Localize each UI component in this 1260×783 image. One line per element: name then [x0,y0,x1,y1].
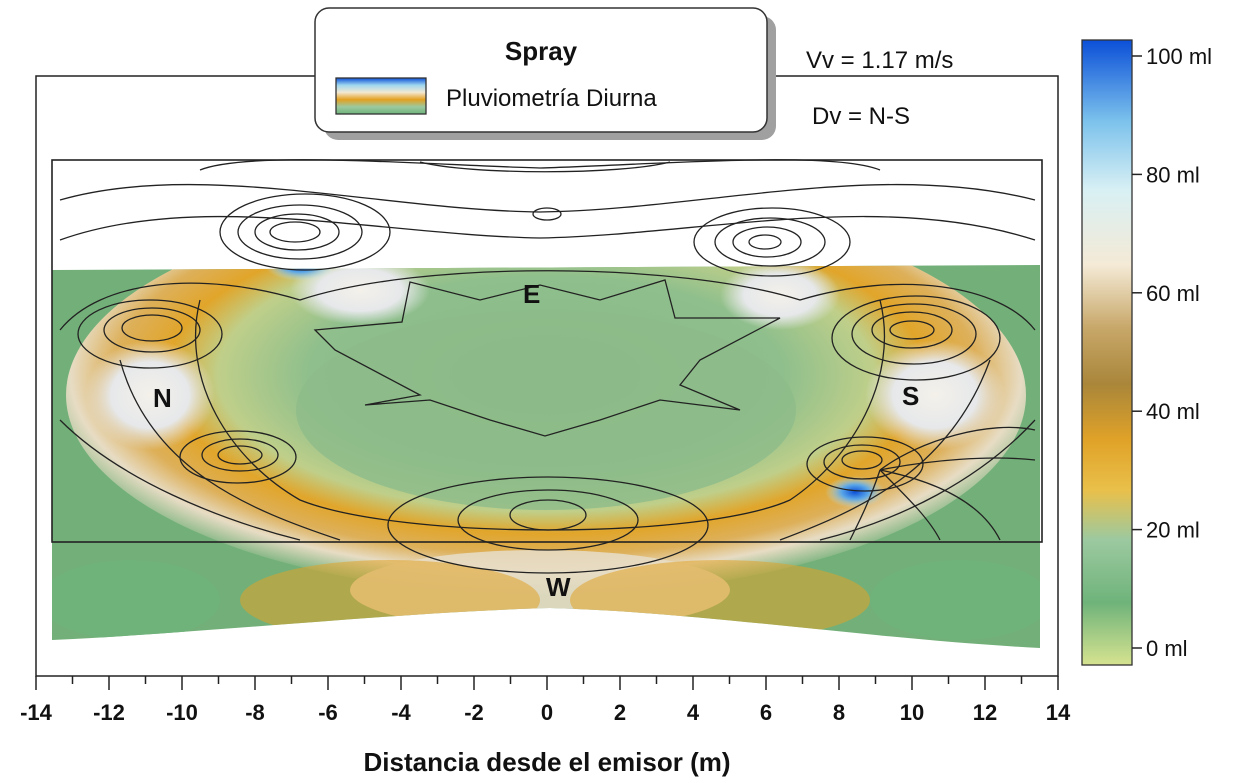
wind-speed-label: Vv = 1.17 m/s [806,47,953,74]
x-tick-label: -8 [245,700,265,725]
x-axis: -14 -12 -10 -8 -6 -4 -2 0 2 4 6 8 10 12 14 [20,676,1071,725]
wind-direction-label: Dv = N-S [812,103,910,130]
x-tick-label: 14 [1046,700,1071,725]
direction-label-w: W [546,572,571,602]
legend-entry-label: Pluviometría Diurna [446,85,657,112]
x-tick-label: 10 [900,700,924,725]
legend: Spray Pluviometría Diurna [314,7,776,140]
colorbar-gradient [1081,39,1133,666]
x-tick-label: 12 [973,700,997,725]
legend-title: Spray [505,36,578,66]
x-tick-label: -4 [391,700,411,725]
legend-swatch [335,77,427,115]
x-tick-label: -10 [166,700,198,725]
x-tick-label: 0 [541,700,553,725]
colorbar-tick-label: 80 ml [1146,162,1200,187]
x-tick-label: 2 [614,700,626,725]
direction-label-n: N [153,383,172,413]
contour-lines [59,159,1036,574]
x-tick-label: -2 [464,700,484,725]
colorbar: 100 ml 80 ml 60 ml 40 ml 20 ml 0 ml [1081,39,1212,666]
direction-label-e: E [523,279,540,309]
x-tick-label: -14 [20,700,53,725]
x-tick-label: 6 [760,700,772,725]
colorbar-tick-label: 40 ml [1146,399,1200,424]
x-tick-label: -12 [93,700,125,725]
colorbar-tick-label: 60 ml [1146,281,1200,306]
x-tick-label: -6 [318,700,338,725]
contour-frame [51,159,1043,543]
heatmap-field [52,265,1040,648]
x-tick-label: 8 [833,700,845,725]
colorbar-tick-label: 0 ml [1146,636,1188,661]
x-axis-title: Distancia desde el emisor (m) [363,747,730,777]
direction-label-s: S [902,381,919,411]
x-tick-label: 4 [687,700,700,725]
colorbar-tick-label: 20 ml [1146,518,1200,543]
colorbar-tick-label: 100 ml [1146,44,1212,69]
